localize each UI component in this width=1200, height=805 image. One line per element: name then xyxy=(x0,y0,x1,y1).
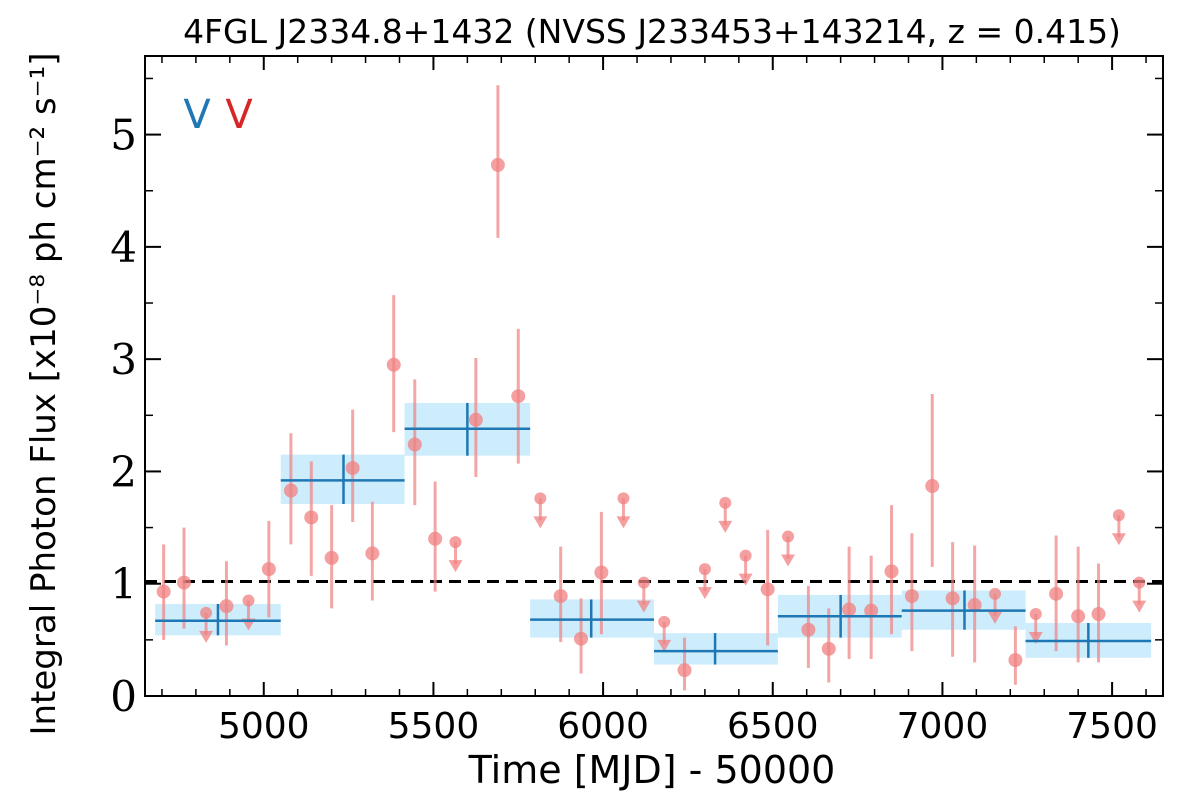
axes: 5000 5500 6000 6500 7000 7500 0 1 2 3 4 5 xyxy=(110,55,1164,747)
x-tick-label: 6000 xyxy=(557,706,649,747)
upper-limit-arrow xyxy=(1028,632,1043,645)
data-point xyxy=(468,412,483,427)
upper-limit-arrow xyxy=(616,516,631,529)
data-point xyxy=(407,437,422,452)
bin-bands xyxy=(155,402,1152,665)
data-point xyxy=(261,562,276,577)
data-point xyxy=(1071,609,1086,624)
y-tick-label: 5 xyxy=(110,111,137,160)
data-point xyxy=(925,479,940,494)
x-tick-label: 7500 xyxy=(1066,706,1158,747)
data-points xyxy=(156,85,1147,691)
upper-limit-point xyxy=(698,563,711,576)
upper-limit-arrow xyxy=(1111,533,1126,546)
event-marker: V xyxy=(183,92,211,138)
upper-limit-point xyxy=(782,530,795,543)
x-tick-label: 5000 xyxy=(218,706,310,747)
data-point xyxy=(760,582,775,597)
upper-limit-arrow xyxy=(636,600,651,613)
data-point xyxy=(283,483,298,498)
upper-limit-arrow xyxy=(657,639,672,652)
upper-limit-arrow xyxy=(697,587,712,600)
upper-limit-arrow xyxy=(781,554,796,567)
upper-limit-arrow xyxy=(718,520,733,533)
data-point xyxy=(428,531,443,546)
data-point xyxy=(386,357,401,372)
y-tick-label: 1 xyxy=(110,560,137,609)
data-point xyxy=(345,461,360,476)
data-point xyxy=(574,631,589,646)
upper-limit-arrow xyxy=(988,611,1003,624)
data-point xyxy=(365,546,380,561)
data-point xyxy=(511,389,526,404)
data-point xyxy=(904,589,919,604)
upper-limit-arrow xyxy=(1132,600,1147,613)
data-point xyxy=(677,663,692,678)
upper-limit-arrow xyxy=(533,516,548,529)
data-point xyxy=(967,598,982,613)
data-point xyxy=(553,589,568,604)
y-axis-label: Integral Photon Flux [x10⁻⁸ ph cm⁻² s⁻¹] xyxy=(24,52,64,735)
y-tick-label: 0 xyxy=(110,672,137,721)
data-point xyxy=(490,157,505,172)
data-point xyxy=(304,510,319,525)
y-tick-label: 3 xyxy=(110,335,137,384)
upper-limit-arrow xyxy=(199,630,214,643)
upper-limit-point xyxy=(658,615,671,628)
data-point xyxy=(821,641,836,656)
x-tick-label: 5500 xyxy=(388,706,480,747)
data-point xyxy=(1008,653,1023,668)
upper-limit-point xyxy=(1112,509,1125,522)
binned-points xyxy=(155,402,1152,665)
data-point xyxy=(801,622,816,637)
upper-limit-point xyxy=(534,492,547,505)
data-point xyxy=(884,564,899,579)
data-point xyxy=(1049,586,1064,601)
event-marker: V xyxy=(225,92,253,138)
upper-limit-point xyxy=(1029,608,1042,621)
data-point xyxy=(177,575,192,590)
data-point xyxy=(324,550,339,565)
data-point xyxy=(156,584,171,599)
x-tick-label: 7000 xyxy=(897,706,989,747)
upper-limit-point xyxy=(637,576,650,589)
upper-limit-arrow xyxy=(448,560,463,573)
data-point xyxy=(594,565,609,580)
upper-limit-point xyxy=(739,549,752,562)
data-point xyxy=(1091,607,1106,622)
plot-frame xyxy=(144,55,1164,697)
upper-limit-point xyxy=(617,492,630,505)
data-point xyxy=(842,602,857,617)
data-point xyxy=(945,591,960,606)
data-point xyxy=(219,599,234,614)
upper-limit-point xyxy=(719,496,732,509)
chart-title: 4FGL J2334.8+1432 (NVSS J233453+143214, … xyxy=(183,12,1121,51)
data-point xyxy=(864,603,879,618)
upper-limit-point xyxy=(200,606,213,619)
upper-limit-point xyxy=(989,587,1002,600)
upper-limit-point xyxy=(1133,576,1146,589)
x-tick-label: 6500 xyxy=(727,706,819,747)
y-tick-label: 2 xyxy=(110,447,137,496)
x-axis-label: Time [MJD] - 50000 xyxy=(468,748,836,792)
upper-limit-point xyxy=(449,536,462,549)
y-tick-label: 4 xyxy=(110,223,137,272)
upper-limit-arrow xyxy=(738,573,753,586)
upper-limit-point xyxy=(242,594,255,607)
